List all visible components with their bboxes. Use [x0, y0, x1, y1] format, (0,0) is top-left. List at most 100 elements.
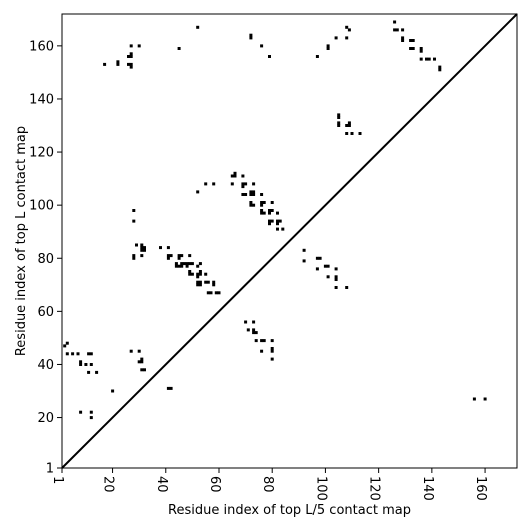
contact-point — [137, 360, 141, 364]
contact-point — [252, 190, 256, 194]
contact-point — [350, 132, 354, 135]
contact-point — [302, 248, 306, 252]
x-tick-label: 120 — [367, 476, 382, 501]
x-tick-label: 60 — [207, 476, 222, 493]
contact-point — [252, 331, 256, 335]
contact-point — [260, 339, 264, 343]
contact-point — [166, 256, 170, 260]
contact-point — [177, 254, 181, 258]
contact-point — [254, 339, 258, 343]
contact-point — [169, 386, 173, 390]
contact-point — [249, 203, 253, 207]
contact-point — [345, 124, 349, 127]
contact-point — [71, 352, 75, 356]
contact-point — [252, 328, 256, 332]
contact-point — [159, 246, 162, 250]
x-tick-label: 100 — [313, 476, 328, 501]
contact-point — [204, 272, 208, 276]
contact-point — [166, 254, 170, 258]
contact-point — [252, 203, 256, 207]
contact-point — [249, 201, 253, 204]
y-tick-label: 140 — [29, 92, 54, 107]
contact-point — [132, 254, 136, 258]
contact-point — [132, 219, 136, 223]
contact-point — [334, 278, 338, 281]
contact-point — [166, 386, 170, 390]
contact-point — [206, 280, 210, 284]
contact-point — [244, 182, 248, 186]
contact-point — [65, 352, 69, 356]
contact-point — [135, 243, 138, 247]
y-tick-label: 40 — [37, 358, 54, 373]
contact-point — [393, 20, 397, 24]
contact-point — [318, 256, 322, 260]
contact-point — [249, 190, 253, 194]
contact-point — [140, 248, 144, 252]
contact-point — [244, 193, 248, 196]
contact-point — [140, 368, 144, 372]
contact-point — [276, 211, 279, 215]
contact-point — [268, 55, 271, 58]
contact-point — [270, 219, 274, 223]
contact-point — [132, 256, 136, 260]
contact-point — [433, 57, 436, 61]
contact-point — [84, 363, 88, 366]
contact-point — [230, 174, 234, 178]
contact-point — [129, 65, 133, 69]
contact-point — [249, 33, 253, 37]
contact-point — [111, 389, 115, 393]
contact-point — [337, 113, 341, 117]
y-tick-label: 80 — [37, 252, 54, 267]
contact-point — [252, 193, 256, 196]
contact-point — [204, 280, 208, 284]
contact-point — [169, 254, 173, 258]
contact-point — [103, 62, 107, 66]
contact-point — [260, 209, 264, 212]
contact-point — [302, 259, 306, 263]
contact-point — [241, 193, 245, 196]
contact-point — [260, 203, 264, 207]
contact-point — [270, 357, 274, 361]
contact-point — [268, 209, 271, 212]
contact-point — [326, 47, 330, 50]
contact-point — [334, 267, 338, 271]
contact-point — [401, 36, 405, 40]
contact-point — [89, 363, 93, 366]
contact-point — [241, 185, 245, 189]
contact-point — [127, 55, 130, 58]
contact-point — [270, 347, 274, 350]
contact-point — [180, 264, 184, 268]
contact-point — [276, 219, 279, 223]
y-tick-label: 100 — [29, 199, 54, 214]
contact-point — [483, 397, 487, 401]
contact-point — [76, 352, 80, 356]
contact-point — [188, 270, 192, 273]
contact-point — [260, 211, 264, 215]
contact-point — [140, 360, 144, 364]
contact-point — [174, 264, 178, 268]
contact-point — [116, 62, 120, 66]
contact-point — [196, 272, 200, 276]
x-tick-label: 20 — [101, 476, 116, 493]
y-tick-label: 60 — [37, 305, 54, 320]
contact-point — [129, 62, 133, 66]
contact-point — [196, 275, 200, 279]
contact-point — [260, 193, 264, 196]
contact-point — [401, 39, 405, 42]
contact-point — [249, 193, 253, 196]
contact-point — [188, 262, 192, 266]
contact-point — [143, 246, 146, 250]
contact-point — [79, 360, 83, 364]
contact-point — [79, 363, 83, 366]
contact-point — [334, 275, 338, 279]
contact-point — [345, 36, 349, 40]
contact-point — [337, 121, 341, 125]
contact-point — [140, 246, 144, 250]
contact-point — [401, 28, 405, 32]
contact-point — [198, 272, 202, 276]
contact-point — [419, 57, 423, 61]
contact-point — [196, 280, 200, 284]
x-tick-label: 80 — [260, 476, 275, 493]
contact-point — [241, 174, 245, 178]
